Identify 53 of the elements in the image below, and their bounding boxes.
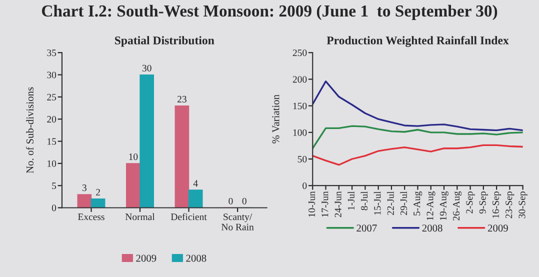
legend-label: 2009 [488, 224, 508, 232]
x-tick-label: Excess [78, 214, 104, 220]
x-tick-label: 29-Jul [400, 191, 408, 216]
data-label: 23 [178, 96, 186, 102]
y-tick-label: 35 [47, 50, 56, 56]
data-label: 0 [242, 198, 246, 204]
data-label: 0 [228, 198, 233, 204]
x-tick-label: 23-Sep [506, 192, 514, 218]
x-tick-label: 15-Jul [374, 191, 381, 215]
data-label: 3 [82, 184, 86, 192]
chart-title: Spatial Distribution [115, 36, 214, 47]
x-tick-label: 19-Aug [440, 191, 448, 220]
y-tick-label: 10 [48, 160, 56, 167]
x-tick-label: 17-Jun [322, 191, 328, 217]
legend-label: 2008 [422, 224, 442, 232]
x-tick-label: 30-Sep [518, 192, 528, 218]
data-label: 10 [129, 154, 138, 160]
x-tick-label: Deficient [170, 213, 207, 220]
y-tick-label: 200 [292, 76, 307, 83]
legend-label: 2007 [356, 224, 377, 232]
x-tick-label: 12-Aug [426, 191, 436, 220]
y-tick-label: 0 [302, 182, 307, 190]
data-label: 4 [193, 180, 198, 187]
y-tick-label: 250 [292, 50, 307, 56]
y-tick-label: 5 [52, 182, 56, 190]
data-label: 30 [142, 64, 152, 72]
y-tick-label: 30 [47, 72, 56, 78]
x-tick-label: 1-Jul [348, 191, 354, 210]
y-tick-label: 100 [293, 129, 307, 136]
x-tick-label: 22-Jul [387, 191, 394, 216]
y-tick-label: 15 [48, 138, 56, 145]
y-tick-label: 0 [52, 204, 56, 212]
data-label: 2 [96, 188, 100, 196]
y-axis-title: % Variation [272, 94, 280, 144]
y-tick-label: 150 [293, 102, 307, 110]
legend-label: 2008 [186, 254, 206, 262]
chart-title: Production Weighted Rainfall Index [326, 36, 509, 47]
y-tick-label: 50 [298, 156, 307, 162]
legend-label: 2009 [136, 254, 156, 262]
x-tick-label: Normal [125, 213, 155, 220]
y-tick-label: 25 [47, 94, 56, 100]
x-tick-label: 24-Jun [334, 191, 342, 218]
x-tick-label: 26-Aug [453, 191, 462, 220]
text: Chart I.2: South-West Monsoon: 2009 (June 1 to September 30) [42, 4, 498, 20]
x-tick-label: 10-Jun [308, 191, 316, 217]
y-tick-label: 20 [47, 116, 56, 123]
x-tick-label: 8-Jul [360, 191, 368, 210]
x-tick-label: 16-Sep [492, 192, 501, 218]
x-tick-label: Scanty/ No Rain [221, 214, 254, 230]
x-tick-label: 5-Aug [414, 191, 422, 216]
x-tick-label: 2-Sep [466, 192, 475, 214]
x-tick-label: 9-Sep [479, 192, 488, 214]
y-axis-title: No. of Sub-divisions [26, 87, 34, 174]
